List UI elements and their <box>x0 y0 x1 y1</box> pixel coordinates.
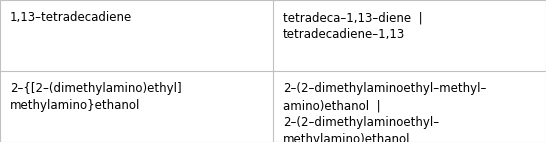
Text: 1,13–tetradecadiene: 1,13–tetradecadiene <box>10 11 132 24</box>
Text: 2–{[2–(dimethylamino)ethyl]
methylamino}ethanol: 2–{[2–(dimethylamino)ethyl] methylamino}… <box>10 82 181 112</box>
Text: tetradeca–1,13–diene  |
tetradecadiene–1,13: tetradeca–1,13–diene | tetradecadiene–1,… <box>283 11 423 41</box>
Text: 2–(2–dimethylaminoethyl–methyl–
amino)ethanol  |
2–(2–dimethylaminoethyl–
methyl: 2–(2–dimethylaminoethyl–methyl– amino)et… <box>283 82 486 142</box>
